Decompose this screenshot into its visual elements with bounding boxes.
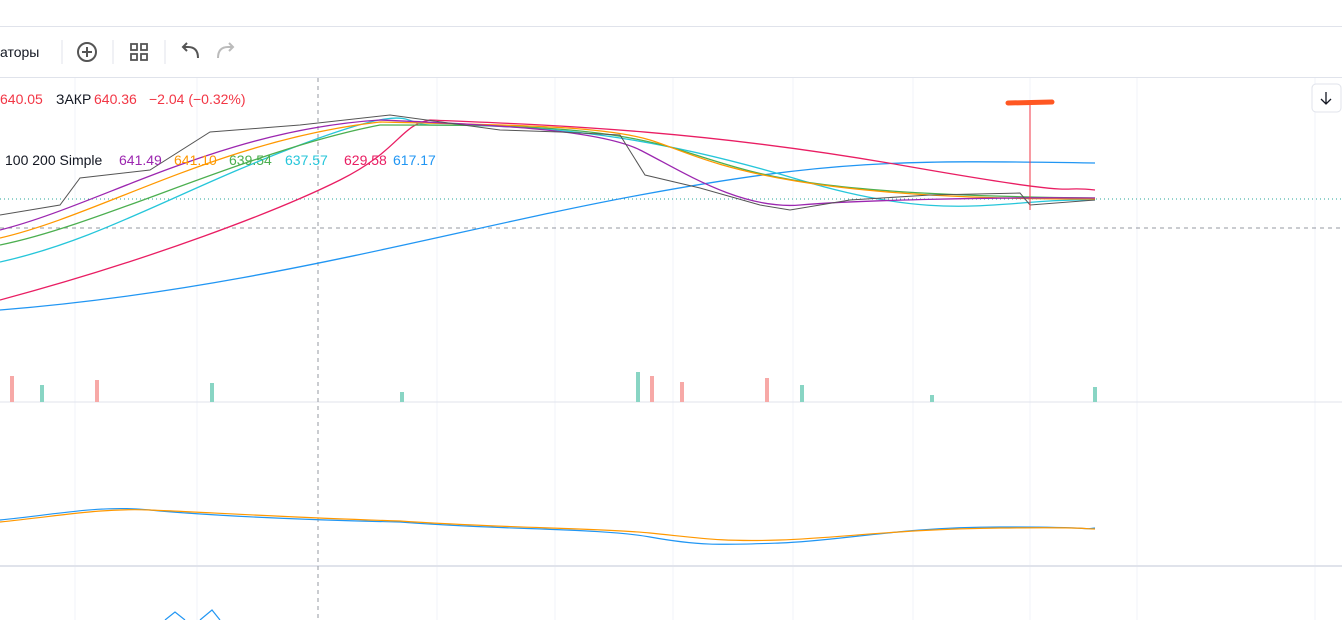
- drawing-mark: [1005, 99, 1055, 106]
- ma-label: 100 200 Simple: [5, 152, 103, 168]
- close-value: 640.36: [94, 91, 137, 107]
- change: −2.04 (−0.32%): [149, 91, 246, 107]
- redo-icon[interactable]: [217, 42, 235, 59]
- ma-value: 617.17: [393, 152, 436, 168]
- open-value: 640.05: [0, 91, 43, 107]
- toolbar: аторы: [0, 26, 1342, 78]
- indicators-button[interactable]: аторы: [0, 44, 40, 60]
- price-line: [0, 114, 1096, 216]
- undo-icon[interactable]: [181, 42, 199, 59]
- ma-value: 629.58: [344, 152, 387, 168]
- toolbar-icons: [61, 40, 235, 64]
- scroll-button[interactable]: [1311, 83, 1342, 113]
- close-label: ЗАКР: [56, 91, 92, 107]
- moving-averages: [0, 117, 1096, 311]
- volume-bars: [10, 372, 1097, 402]
- macd: [0, 507, 1096, 620]
- ma-value: 637.57: [285, 152, 328, 168]
- ma-value: 641.10: [174, 152, 217, 168]
- layout-icon[interactable]: [130, 43, 148, 61]
- ma-value: 641.49: [119, 152, 162, 168]
- ma-value: 639.54: [229, 152, 272, 168]
- add-icon[interactable]: [77, 42, 97, 62]
